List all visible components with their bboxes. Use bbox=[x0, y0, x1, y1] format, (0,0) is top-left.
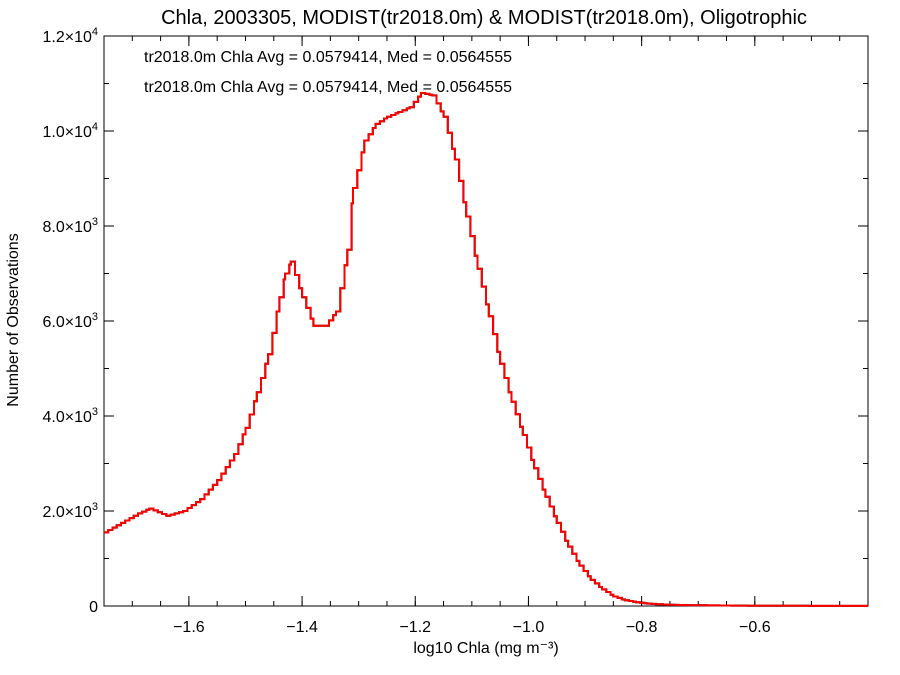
y-tick-label: 6.0×103 bbox=[42, 311, 98, 331]
plot-frame bbox=[103, 35, 869, 607]
y-tick-mantissa: 4.0×10 bbox=[42, 409, 91, 426]
histogram-series-line bbox=[104, 92, 868, 607]
histogram-series-line bbox=[104, 92, 868, 607]
y-axis-label: Number of Observations bbox=[5, 233, 22, 406]
x-axis-label: log10 Chla (mg m⁻³) bbox=[413, 640, 558, 657]
y-tick-exponent: 3 bbox=[92, 501, 98, 513]
y-axis-ticks: 02.0×1034.0×1036.0×1038.0×1031.0×1041.2×… bbox=[42, 26, 868, 616]
x-tick-label: −0.8 bbox=[626, 619, 658, 636]
y-tick-exponent: 4 bbox=[92, 121, 98, 133]
y-tick-label: 8.0×103 bbox=[42, 216, 98, 236]
y-tick-label: 2.0×103 bbox=[42, 501, 98, 521]
annotation-black: tr2018.0m Chla Avg = 0.0579414, Med = 0.… bbox=[144, 49, 512, 66]
x-tick-label: −1.4 bbox=[286, 619, 318, 636]
y-tick-mantissa: 1.0×10 bbox=[42, 124, 91, 141]
y-tick-exponent: 3 bbox=[92, 406, 98, 418]
y-tick-mantissa: 0 bbox=[89, 599, 98, 616]
y-tick-mantissa: 2.0×10 bbox=[42, 504, 91, 521]
y-tick-mantissa: 8.0×10 bbox=[42, 219, 91, 236]
y-tick-exponent: 4 bbox=[92, 26, 98, 38]
annotation-red: tr2018.0m Chla Avg = 0.0579414, Med = 0.… bbox=[144, 79, 512, 96]
y-tick-mantissa: 1.2×10 bbox=[42, 29, 91, 46]
y-tick-mantissa: 6.0×10 bbox=[42, 314, 91, 331]
chart-title: Chla, 2003305, MODIST(tr2018.0m) & MODIS… bbox=[161, 7, 807, 29]
x-tick-label: −1.6 bbox=[173, 619, 205, 636]
y-tick-label: 0 bbox=[89, 599, 98, 616]
y-tick-exponent: 3 bbox=[92, 216, 98, 228]
y-tick-label: 1.2×104 bbox=[42, 26, 98, 46]
y-tick-label: 1.0×104 bbox=[42, 121, 98, 141]
series-layer bbox=[104, 92, 868, 607]
y-tick-exponent: 3 bbox=[92, 311, 98, 323]
x-tick-label: −1.2 bbox=[399, 619, 431, 636]
x-tick-label: −1.0 bbox=[513, 619, 545, 636]
x-tick-label: −0.6 bbox=[739, 619, 771, 636]
y-tick-label: 4.0×103 bbox=[42, 406, 98, 426]
x-axis-ticks: −1.6 −1.4 −1.2 −1.0 −0.8 −0.6 bbox=[103, 36, 869, 636]
